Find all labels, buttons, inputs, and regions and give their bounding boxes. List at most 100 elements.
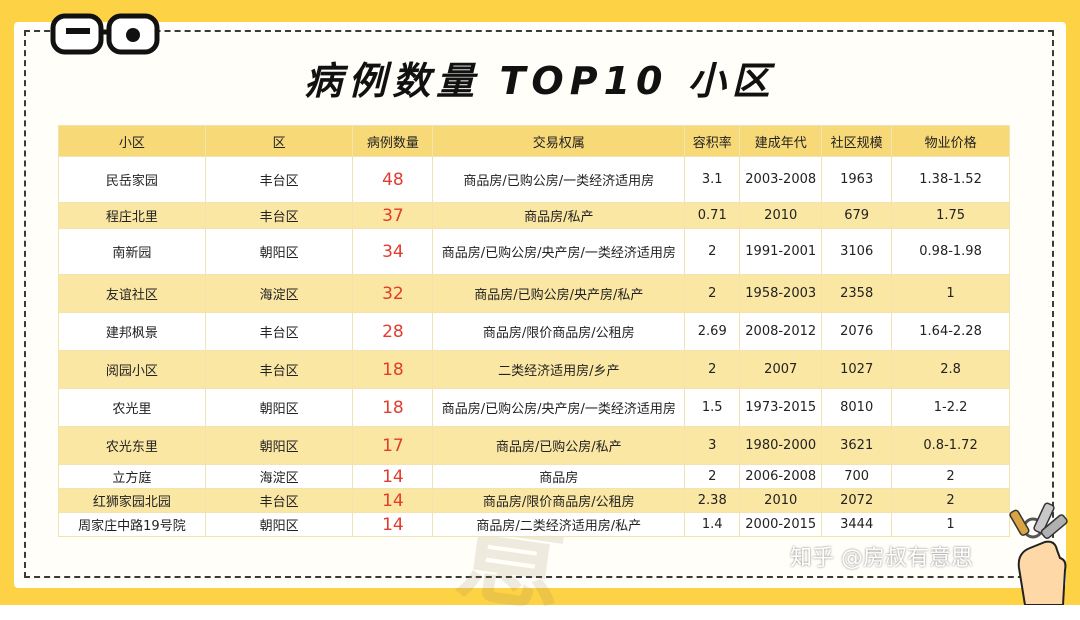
table-cell: 商品房/私产 [432, 202, 686, 229]
table-cell: 2 [684, 464, 741, 489]
table-cell: 18 [352, 350, 434, 389]
table-cell: 商品房/已购公房/私产 [432, 426, 686, 465]
table-cell: 2.8 [891, 350, 1010, 389]
table-cell: 3444 [821, 512, 893, 537]
col-header-scale: 社区规模 [821, 125, 893, 157]
table-cell: 阅园小区 [58, 350, 206, 389]
table-cell: 丰台区 [204, 312, 354, 351]
table-cell: 1027 [821, 350, 893, 389]
col-header-year: 建成年代 [739, 125, 823, 157]
table-row: 红狮家园北园 丰台区 14 商品房/限价商品房/公租房 2.38 2010 2072 2 [58, 488, 1010, 513]
hand-keys-icon [1009, 502, 1068, 605]
table-cell: 商品房/已购公房/央产房/一类经济适用房 [432, 388, 686, 427]
table-cell: 民岳家园 [58, 156, 206, 203]
col-header-cases: 病例数量 [352, 125, 434, 157]
table-cell: 3106 [821, 228, 893, 275]
table-row: 周家庄中路19号院 朝阳区 14 商品房/二类经济适用房/私产 1.4 2000-2015… [58, 512, 1010, 537]
table-cell: 2006-2008 [739, 464, 823, 489]
table-cell: 丰台区 [204, 350, 354, 389]
table-cell: 商品房/限价商品房/公租房 [432, 312, 686, 351]
table-row: 农光里 朝阳区 18 商品房/已购公房/央产房/一类经济适用房 1.5 1973-2015… [58, 388, 1010, 427]
table-cell: 2010 [739, 202, 823, 229]
table-cell: 1.5 [684, 388, 741, 427]
table-cell: 建邦枫景 [58, 312, 206, 351]
table-cell: 2 [684, 350, 741, 389]
table-cell: 17 [352, 426, 434, 465]
table-row: 建邦枫景 丰台区 28 商品房/限价商品房/公租房 2.69 2008-2012 2076 1… [58, 312, 1010, 351]
table-cell: 700 [821, 464, 893, 489]
table-cell: 丰台区 [204, 488, 354, 513]
table-cell: 14 [352, 488, 434, 513]
table-cell: 3.1 [684, 156, 741, 203]
col-header-far: 容积率 [684, 125, 741, 157]
table-row: 民岳家园 丰台区 48 商品房/已购公房/一类经济适用房 3.1 2003-2008 196… [58, 156, 1010, 203]
table-cell: 0.71 [684, 202, 741, 229]
col-header-community: 小区 [58, 125, 206, 157]
table-cell: 1 [891, 274, 1010, 313]
table-cell: 2072 [821, 488, 893, 513]
table-cell: 2010 [739, 488, 823, 513]
table-cell: 1-2.2 [891, 388, 1010, 427]
dashed-border [24, 30, 1054, 578]
table-cell: 3 [684, 426, 741, 465]
table-cell: 1.64-2.28 [891, 312, 1010, 351]
table-row: 立方庭 海淀区 14 商品房 2 2006-2008 700 2 [58, 464, 1010, 489]
table-cell: 朝阳区 [204, 228, 354, 275]
table-cell: 1.38-1.52 [891, 156, 1010, 203]
col-header-district: 区 [204, 125, 354, 157]
table-cell: 1991-2001 [739, 228, 823, 275]
table-cell: 农光里 [58, 388, 206, 427]
table-cell: 1963 [821, 156, 893, 203]
table-cell: 友谊社区 [58, 274, 206, 313]
table-cell: 1973-2015 [739, 388, 823, 427]
table-cell: 南新园 [58, 228, 206, 275]
table-cell: 商品房/已购公房/一类经济适用房 [432, 156, 686, 203]
table-cell: 2.69 [684, 312, 741, 351]
table-cell: 朝阳区 [204, 426, 354, 465]
col-header-ownership: 交易权属 [432, 125, 686, 157]
table-cell: 商品房/二类经济适用房/私产 [432, 512, 686, 537]
table-cell: 商品房/已购公房/央产房/一类经济适用房 [432, 228, 686, 275]
table-cell: 8010 [821, 388, 893, 427]
table-cell: 14 [352, 512, 434, 537]
table-cell: 程庄北里 [58, 202, 206, 229]
table-cell: 3621 [821, 426, 893, 465]
table-cell: 海淀区 [204, 464, 354, 489]
table-cell: 红狮家园北园 [58, 488, 206, 513]
table-cell: 1.75 [891, 202, 1010, 229]
table-cell: 2007 [739, 350, 823, 389]
table-cell: 2076 [821, 312, 893, 351]
table-row: 南新园 朝阳区 34 商品房/已购公房/央产房/一类经济适用房 2 1991-2001 31… [58, 228, 1010, 275]
table-cell: 48 [352, 156, 434, 203]
table-cell: 2000-2015 [739, 512, 823, 537]
table-cell: 2 [891, 488, 1010, 513]
table-cell: 丰台区 [204, 202, 354, 229]
table-cell: 1980-2000 [739, 426, 823, 465]
table-cell: 商品房 [432, 464, 686, 489]
table-cell: 农光东里 [58, 426, 206, 465]
table-cell: 18 [352, 388, 434, 427]
table-cell: 2003-2008 [739, 156, 823, 203]
data-table: 小区 区 病例数量 交易权属 容积率 建成年代 社区规模 物业价格 民岳家园 丰台… [58, 125, 1010, 537]
page-title: 病例数量 TOP10 小区 [304, 59, 776, 103]
table-row: 阅园小区 丰台区 18 二类经济适用房/乡产 2 2007 1027 2.8 [58, 350, 1010, 389]
table-cell: 1 [891, 512, 1010, 537]
col-header-price: 物业价格 [891, 125, 1010, 157]
table-cell: 商品房/已购公房/央产房/私产 [432, 274, 686, 313]
table-cell: 34 [352, 228, 434, 275]
table-cell: 32 [352, 274, 434, 313]
zhihu-watermark: 知乎 @房叔有意思 [790, 546, 973, 571]
glasses-icon [50, 13, 160, 55]
table-cell: 二类经济适用房/乡产 [432, 350, 686, 389]
table-cell: 2.38 [684, 488, 741, 513]
table-cell: 1.4 [684, 512, 741, 537]
table-row: 程庄北里 丰台区 37 商品房/私产 0.71 2010 679 1.75 [58, 202, 1010, 229]
table-cell: 海淀区 [204, 274, 354, 313]
table-cell: 朝阳区 [204, 388, 354, 427]
table-cell: 0.98-1.98 [891, 228, 1010, 275]
table-cell: 商品房/限价商品房/公租房 [432, 488, 686, 513]
table-cell: 28 [352, 312, 434, 351]
table-cell: 1958-2003 [739, 274, 823, 313]
table-cell: 丰台区 [204, 156, 354, 203]
table-cell: 2 [684, 274, 741, 313]
